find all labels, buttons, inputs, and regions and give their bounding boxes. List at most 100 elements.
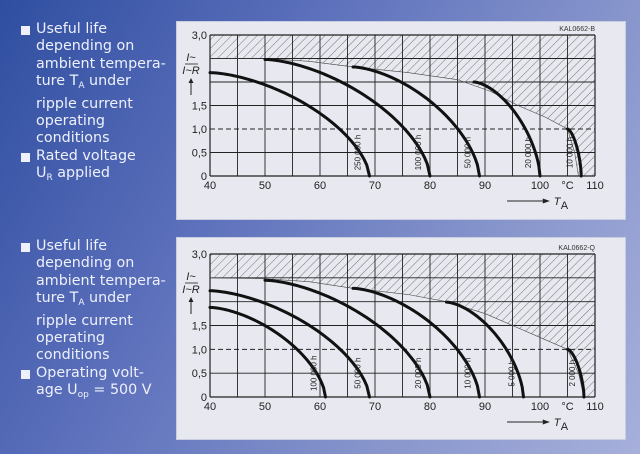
- x-axis-label-subscript: A: [561, 200, 569, 212]
- text: ambient tempera-: [36, 272, 166, 289]
- x-tick-label: 60: [314, 180, 326, 192]
- text: operating: [36, 113, 105, 130]
- bullet-line: operating: [36, 113, 179, 130]
- text: under: [84, 73, 131, 90]
- x-tick-label: 70: [369, 401, 381, 413]
- bullet-square-icon: [21, 243, 30, 252]
- life-curve-250000h: [208, 71, 371, 178]
- y-axis-label-denominator: I~R: [182, 65, 199, 77]
- y-tick-label: 3,0: [192, 249, 207, 261]
- bullet-line: depending on: [36, 38, 179, 55]
- text: under: [84, 290, 131, 307]
- x-tick-label: 80: [424, 401, 436, 413]
- bullets-bottom: Useful life depending on ambient tempera-t…: [19, 238, 179, 405]
- y-tick-label: 1,0: [192, 344, 207, 356]
- curve-label: 20 000 h: [524, 137, 533, 168]
- bullet-line: Useful life: [36, 238, 179, 255]
- x-tick-label: °C: [561, 401, 573, 413]
- life-curve-5000h: [445, 300, 525, 399]
- bullet-line: Rated voltage: [36, 148, 179, 165]
- bullet-line: conditions: [36, 347, 179, 364]
- bullet-line: depending on: [36, 255, 179, 272]
- life-curve-100000h: [263, 57, 432, 178]
- x-tick-label: 80: [424, 180, 436, 192]
- curve-label: 100 000 h: [310, 355, 319, 391]
- x-tick-label: 70: [369, 180, 381, 192]
- limit-boundary-line: [210, 58, 579, 177]
- life-curve-20000h: [263, 278, 432, 399]
- text: depending on: [36, 38, 135, 55]
- text: Useful life: [36, 238, 108, 254]
- curve-label: 10 000 h: [565, 137, 574, 168]
- x-axis-arrowhead-icon: [542, 198, 550, 204]
- text: age U: [36, 382, 78, 399]
- chart-panel-operating-voltage: 100 000 h 50 000 h 20 000 h 10 000 h 5 000 h…: [176, 237, 626, 440]
- y-tick-label: 0,5: [192, 368, 207, 380]
- text: ripple current: [36, 312, 133, 329]
- curve-label: 2 000 h: [568, 360, 577, 387]
- curve-label: 50 000 h: [354, 358, 363, 389]
- curve-label: 50 000 h: [464, 137, 473, 168]
- bullet-line: ture TA under: [36, 290, 179, 312]
- x-tick-label: 60: [314, 401, 326, 413]
- y-tick-label: 1,0: [192, 124, 207, 136]
- subscript: A: [78, 298, 85, 309]
- x-tick-label: 40: [204, 401, 216, 413]
- text: Operating volt-: [36, 364, 144, 381]
- text: conditions: [36, 347, 110, 364]
- bullet-line: ripple current: [36, 96, 179, 113]
- y-axis-label-denominator: I~R: [182, 284, 199, 296]
- bullet-line: conditions: [36, 130, 179, 147]
- x-axis-label: T: [554, 196, 562, 208]
- bullet-square-icon: [21, 369, 30, 379]
- subscript: op: [77, 390, 89, 401]
- bullets-top: Useful life depending on ambient tempera-t…: [19, 21, 179, 188]
- bullet-line: ambient tempera-: [36, 56, 179, 73]
- life-curve-10000h: [566, 127, 583, 178]
- bullet-item: Useful life depending on ambient tempera-t…: [19, 238, 179, 365]
- bullet-item: Useful life depending on ambient tempera-t…: [19, 21, 179, 148]
- bullet-line: UR applied: [36, 165, 179, 187]
- bullet-item: Operating volt-age Uop = 500 V: [19, 365, 179, 405]
- bullet-item: Rated voltage UR applied: [19, 148, 179, 188]
- y-axis-label-numerator: I~: [186, 52, 196, 64]
- y-axis-arrowhead-icon: [188, 78, 194, 83]
- text: Useful life: [36, 21, 108, 37]
- life-curve-100000h: [208, 305, 327, 399]
- curve-label: 20 000 h: [414, 358, 423, 389]
- x-tick-label: 100: [531, 401, 549, 413]
- x-tick-label: 50: [259, 180, 271, 192]
- life-curve-2000h: [566, 347, 586, 399]
- hatched-limit-region: [210, 35, 595, 176]
- text: applied: [52, 165, 111, 182]
- bullet-square-icon: [21, 26, 30, 35]
- text: ture T: [36, 290, 79, 307]
- x-tick-label: 40: [204, 180, 216, 192]
- hatched-limit-region: [210, 254, 595, 397]
- text: Rated voltage: [36, 147, 136, 164]
- chart-code: KAL0662-B: [559, 26, 595, 33]
- curve-label: 100 000 h: [414, 135, 423, 171]
- chart-2: 100 000 h 50 000 h 20 000 h 10 000 h 5 000 h…: [182, 245, 603, 433]
- y-tick-label: 1,5: [192, 101, 207, 113]
- life-curve-20000h: [472, 80, 542, 178]
- text: ambient tempera-: [36, 55, 166, 72]
- bullet-line: ture TA under: [36, 73, 179, 95]
- bullet-line: age Uop = 500 V: [36, 382, 179, 404]
- text: ripple current: [36, 95, 133, 112]
- y-tick-label: 0: [201, 392, 207, 404]
- life-curve-50000h: [351, 65, 481, 178]
- subscript: A: [78, 81, 85, 92]
- x-axis-label-subscript: A: [561, 421, 569, 433]
- bullet-line: ambient tempera-: [36, 273, 179, 290]
- curve-label: 250 000 h: [354, 135, 363, 171]
- chart-1: 250 000 h 100 000 h 50 000 h 20 000 h 10 000…: [182, 26, 603, 212]
- text: depending on: [36, 255, 135, 272]
- bullet-line: operating: [36, 330, 179, 347]
- x-tick-label: 100: [531, 180, 549, 192]
- life-curve-10000h: [351, 286, 481, 399]
- y-axis-arrowhead-icon: [188, 297, 194, 302]
- curve-label: 10 000 h: [464, 358, 473, 389]
- x-tick-label: 90: [479, 180, 491, 192]
- x-tick-label: 90: [479, 401, 491, 413]
